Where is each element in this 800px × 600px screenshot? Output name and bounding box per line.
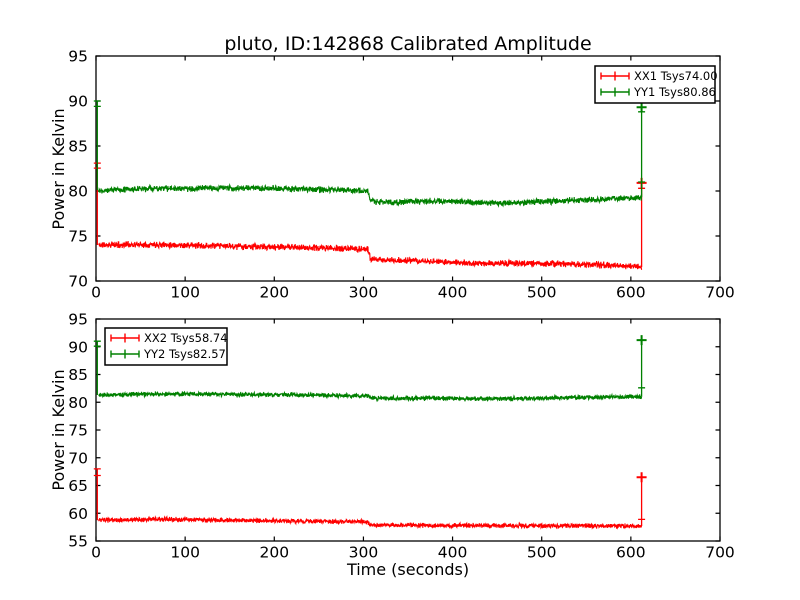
y-tick-label: 90: [68, 338, 88, 356]
x-tick-label: 300: [349, 544, 379, 562]
y-tick-label: 55: [68, 533, 88, 551]
y-tick-label: 60: [68, 505, 88, 523]
y-tick-label: 65: [68, 477, 88, 495]
x-tick-label: 0: [91, 544, 101, 562]
y-tick-label: 70: [68, 273, 88, 291]
x-tick-label: 0: [91, 284, 101, 302]
y-tick-label: 80: [68, 183, 88, 201]
figure-title: pluto, ID:142868 Calibrated Amplitude: [224, 33, 591, 55]
series-XX2-endpoint-marker: [636, 472, 647, 483]
legend-label: XX1 Tsys74.00: [634, 69, 718, 83]
legend-label: XX2 Tsys58.74: [144, 331, 228, 345]
series-YY1-spike: [93, 100, 101, 191]
y-tick-label: 80: [68, 394, 88, 412]
x-tick-label: 500: [527, 544, 557, 562]
y-tick-label: 85: [68, 138, 88, 156]
x-tick-label: 500: [527, 284, 557, 302]
bottom-y-axis-label: Power in Kelvin: [49, 369, 68, 490]
y-tick-label: 95: [68, 48, 88, 66]
series-YY2-spike: [638, 340, 646, 397]
series-YY2-endpoint-marker: [636, 335, 647, 346]
y-tick-label: 75: [68, 228, 88, 246]
series-YY2-spike: [93, 340, 101, 395]
series-YY1-path: [98, 182, 643, 208]
x-tick-label: 300: [349, 284, 379, 302]
series-XX2-spike: [93, 468, 101, 521]
x-tick-label: 600: [616, 544, 646, 562]
top-subplot: 0 100 200 300 400 500 600 700 70 75 80 85 90 95 XX1 Ts…: [68, 48, 735, 302]
y-tick-label: 85: [68, 366, 88, 384]
legend-errorbar-marker: [600, 87, 630, 97]
legend-label: YY1 Tsys80.86: [633, 85, 716, 99]
y-tick-label: 75: [68, 422, 88, 440]
series-YY2-path: [98, 390, 643, 403]
x-tick-label: 100: [170, 284, 200, 302]
legend-errorbar-marker: [600, 71, 630, 81]
x-tick-label: 700: [705, 544, 735, 562]
x-tick-label: 200: [259, 284, 289, 302]
y-tick-label: 90: [68, 93, 88, 111]
x-tick-label: 400: [438, 544, 468, 562]
x-tick-label: 200: [259, 544, 289, 562]
legend-label: YY2 Tsys82.57: [143, 347, 226, 361]
y-tick-label: 70: [68, 449, 88, 467]
legend-errorbar-marker: [110, 349, 140, 359]
series-YY1-endpoint-marker: [636, 102, 647, 113]
top-y-axis-label: Power in Kelvin: [49, 108, 68, 229]
x-tick-label: 700: [705, 284, 735, 302]
bottom-subplot: 0 100 200 300 400 500 600 700 55 60 65 70 75 80 85 90 95…: [68, 311, 735, 562]
x-tick-label: 100: [170, 544, 200, 562]
legend-errorbar-marker: [110, 333, 140, 343]
series-XX2-path: [98, 515, 643, 530]
x-axis-label: Time (seconds): [346, 560, 469, 579]
x-tick-label: 600: [616, 284, 646, 302]
series-XX1-path: [98, 240, 643, 270]
y-tick-label: 95: [68, 311, 88, 329]
x-tick-label: 400: [438, 284, 468, 302]
series-XX2-spike: [638, 477, 646, 526]
